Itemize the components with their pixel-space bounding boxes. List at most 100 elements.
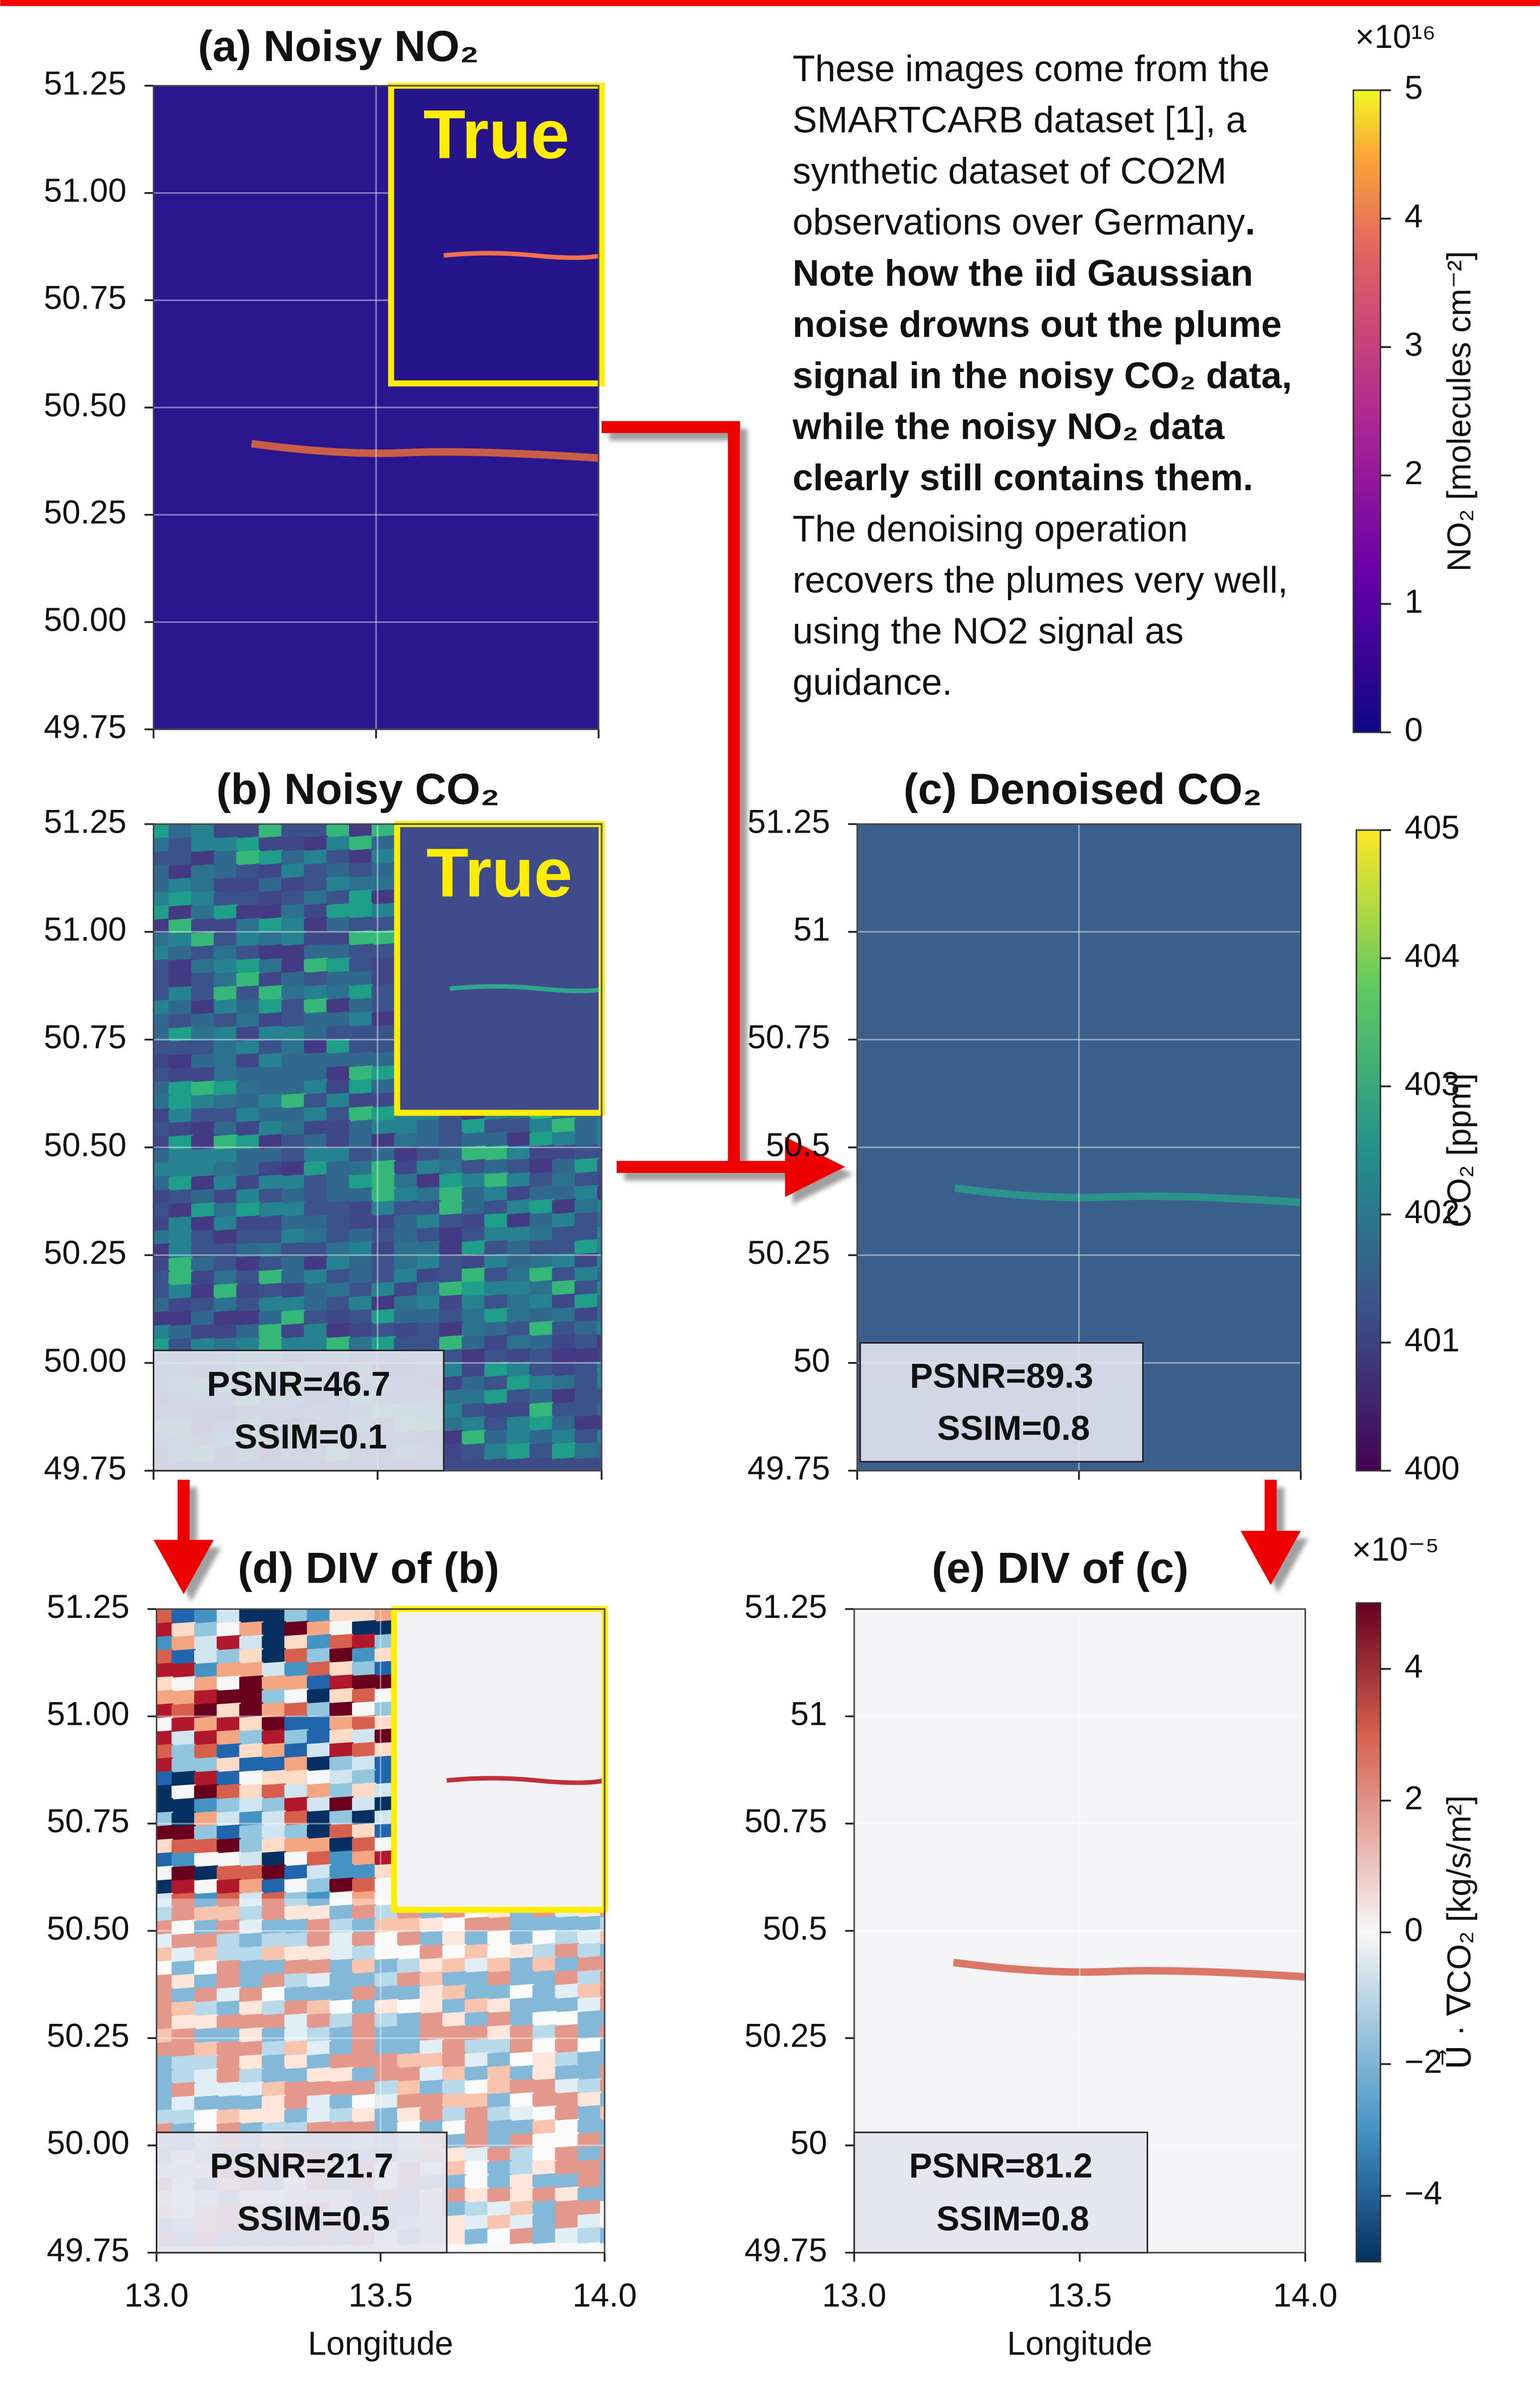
noise-cell — [349, 916, 373, 934]
noise-cell — [213, 1121, 238, 1138]
noise-cell — [194, 1621, 218, 1639]
noise-cell — [236, 985, 261, 1002]
noise-cell — [507, 1158, 531, 1176]
description: These images come from the SMARTCARB dat… — [793, 45, 1319, 710]
noise-cell — [191, 1243, 215, 1260]
noise-cell — [213, 1039, 238, 1057]
noise-cell — [555, 2227, 579, 2244]
noise-cell — [171, 1960, 196, 1977]
noise-cell — [281, 1309, 306, 1326]
noise-cell — [156, 1609, 173, 1625]
noise-cell — [487, 2214, 512, 2231]
noise-cell — [349, 1255, 373, 1272]
noise-cell — [597, 1347, 602, 1364]
noise-cell — [329, 1609, 354, 1610]
noise-cell — [124, 1230, 148, 1247]
noise-cell — [329, 2067, 354, 2084]
noise-cell — [507, 806, 531, 823]
noise-cell — [259, 1080, 283, 1097]
noise-cell — [439, 1267, 463, 1285]
noise-cell — [216, 2095, 241, 2112]
noise-cell — [281, 863, 306, 880]
noise-cell — [124, 905, 148, 922]
noise-cell — [153, 932, 170, 949]
noise-cell — [510, 1957, 534, 1974]
noise-cell — [371, 929, 396, 947]
noise-cell — [304, 998, 328, 1015]
noise-cell — [284, 1742, 309, 1760]
noise-cell — [236, 1120, 261, 1138]
noise-cell — [124, 959, 148, 976]
noise-cell — [326, 1052, 351, 1069]
noise-cell — [156, 1879, 173, 1896]
noise-cell — [191, 824, 215, 840]
y-tick-label: 50.25 — [747, 1234, 830, 1271]
noise-cell — [326, 890, 351, 907]
noise-cell — [153, 1000, 170, 1017]
noise-cell — [191, 1080, 215, 1097]
noise-cell — [555, 1997, 579, 2014]
noise-cell — [171, 1770, 196, 1788]
noise-cell — [487, 2024, 512, 2042]
noise-cell — [239, 1946, 264, 1963]
noise-cell — [171, 2041, 196, 2058]
noise-cell — [127, 1636, 151, 1653]
noise-cell — [374, 2066, 399, 2083]
noise-cell — [127, 2191, 151, 2207]
noise-cell — [529, 1388, 554, 1406]
noise-cell — [259, 971, 283, 988]
noise-cell — [510, 1984, 534, 2001]
noise-cell — [304, 1174, 328, 1191]
noise-cell — [442, 2106, 466, 2123]
noise-cell — [439, 1199, 463, 1217]
noise-cell — [349, 930, 373, 947]
noise-cell — [191, 863, 215, 881]
annotation: PSNR=89.3 — [910, 1356, 1093, 1395]
noise-cell — [191, 945, 215, 962]
noise-cell — [194, 2041, 218, 2058]
noise-cell — [127, 1771, 151, 1788]
inset-plume — [446, 1776, 605, 1785]
noise-cell — [259, 1025, 283, 1042]
noise-cell — [507, 1294, 531, 1311]
noise-cell — [259, 1323, 283, 1341]
noise-cell — [213, 1012, 238, 1029]
noise-cell — [371, 1065, 396, 1082]
noise-cell — [127, 1595, 151, 1612]
noise-cell — [577, 2199, 602, 2217]
noise-cell — [307, 2026, 331, 2044]
noise-cell — [442, 1971, 466, 1988]
colorbar-tick-label: 2 — [1404, 454, 1423, 491]
noise-cell — [577, 1915, 602, 1933]
noise-cell — [124, 1325, 148, 1342]
colorbar — [1355, 1602, 1382, 2262]
noise-cell — [464, 1957, 489, 1974]
noise-cell — [349, 824, 373, 839]
x-tick-label: 14.0 — [572, 2277, 637, 2313]
noise-cell — [574, 1198, 599, 1215]
noise-cell — [597, 1266, 602, 1283]
noise-cell — [239, 1621, 264, 1638]
noise-cell — [417, 1267, 441, 1285]
noise-cell — [329, 1823, 354, 1840]
noise-cell — [464, 2065, 489, 2082]
noise-cell — [464, 2025, 489, 2042]
noise-cell — [194, 1824, 218, 1842]
noise-cell — [326, 1038, 351, 1056]
noise-cell — [216, 1959, 241, 1976]
noise-cell — [171, 1662, 196, 1679]
noise-cell — [326, 1214, 351, 1232]
noise-cell — [307, 1634, 331, 1651]
noise-cell — [374, 2012, 399, 2029]
noise-cell — [464, 1998, 489, 2015]
noise-cell — [326, 1241, 351, 1258]
noise-cell — [127, 1988, 151, 2004]
noise-cell — [487, 1916, 512, 1934]
noise-cell — [213, 972, 238, 989]
noise-cell — [510, 2024, 534, 2042]
noise-cell — [442, 2039, 466, 2056]
y-tick-label: 49.75 — [47, 2232, 130, 2268]
noise-cell — [510, 2173, 534, 2190]
noise-cell — [124, 1298, 148, 1314]
noise-cell — [577, 2037, 602, 2054]
